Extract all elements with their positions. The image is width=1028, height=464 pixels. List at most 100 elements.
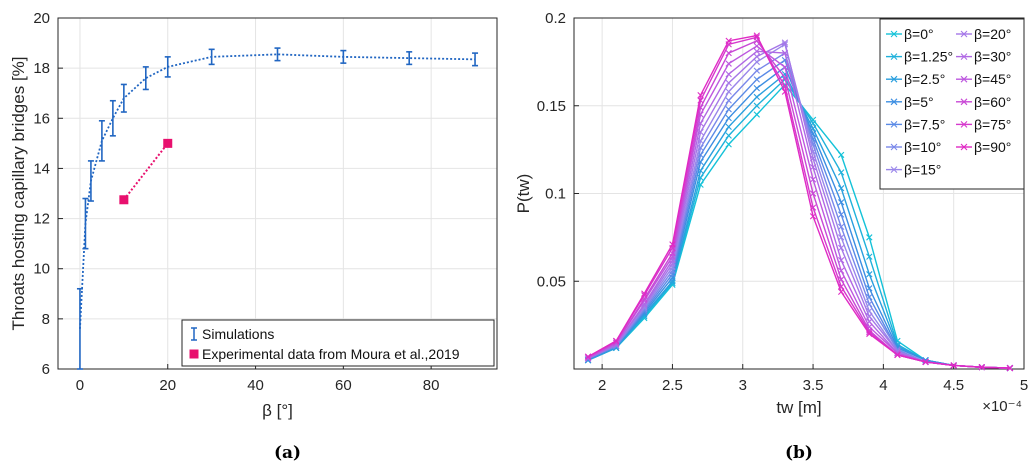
panel-a-simulations-errorbar <box>274 47 281 62</box>
panel-a-simulations-line <box>79 53 476 329</box>
panel-b-legend-label: β=15° <box>904 162 941 178</box>
panel-a-ytick-label: 12 <box>33 211 50 228</box>
panel-b-yaxis-label: P(tw) <box>514 174 533 214</box>
panel-b-data-point <box>725 106 732 113</box>
panel-a-xtick-label: 40 <box>247 377 264 394</box>
panel-a-xtick-label: 0 <box>76 377 84 394</box>
panel-b-xtick-label: 2.5 <box>662 377 683 394</box>
panel-b-data-point <box>584 355 592 362</box>
panel-a-simulations-errorbar <box>164 56 171 78</box>
panel-b-data-point <box>612 337 620 345</box>
panel-b-data-point <box>753 102 761 109</box>
panel-b-data-point <box>584 353 592 360</box>
caption-b: (b) <box>785 443 813 463</box>
panel-b-ytick-label: 0.15 <box>537 98 566 115</box>
panel-b-data-point <box>725 79 732 87</box>
panel-a-legend-exp-label: Experimental data from Moura et al.,2019 <box>202 346 460 362</box>
panel-a-experimental-point <box>163 138 173 148</box>
panel-a-ytick-label: 10 <box>33 261 50 278</box>
panel-b-data-point <box>866 271 873 278</box>
panel-b-data-point <box>725 88 732 95</box>
panel-a-ytick-label: 6 <box>42 361 50 378</box>
panel-a-legend-box <box>181 319 495 367</box>
panel-b-data-point <box>950 362 957 369</box>
panel-b-legend-marker <box>890 53 898 60</box>
panel-a-ytick-label: 14 <box>33 160 50 177</box>
panel-a-simulations-errorbar <box>82 197 89 250</box>
panel-b-data-point <box>725 70 732 78</box>
panel-b-data-point <box>753 76 761 83</box>
panel-b-legend-marker <box>960 143 968 151</box>
panel-b-data-point <box>725 37 732 45</box>
panel-b-legend-marker <box>960 30 968 38</box>
panel-a-simulations-errorbar <box>120 83 127 113</box>
panel-a-axes-box <box>57 17 498 370</box>
panel-b-ytick-label: 0.05 <box>537 273 566 290</box>
panel-b-xtick-label: 5 <box>1020 377 1028 394</box>
panel-a-ytick-label: 18 <box>33 60 50 77</box>
panel-b-data-point <box>753 32 761 39</box>
panel-b-data-point <box>753 53 761 60</box>
panel-b-data-point <box>781 49 789 57</box>
panel-a-xaxis-label: β [°] <box>262 401 293 420</box>
panel-a-simulations-errorbar <box>98 119 105 162</box>
panel-b-data-point <box>837 223 845 231</box>
panel-a-xtick-label: 80 <box>423 377 440 394</box>
panel-b-data-point <box>866 234 873 241</box>
panel-b-data-point <box>641 290 648 297</box>
panel-b-data-point <box>697 92 704 99</box>
panel-b-legend-box <box>879 18 1025 190</box>
panel-b-legend-label: β=90° <box>974 139 1011 155</box>
caption-a: (a) <box>274 443 301 463</box>
panel-b-data-point <box>837 185 845 192</box>
panel-a-ytick-label: 8 <box>42 311 50 328</box>
panel-b-data-point <box>837 211 845 218</box>
panel-b-ytick-label: 0.2 <box>545 10 566 27</box>
panel-b-data-point <box>866 330 873 338</box>
panel-a-legend-exp-symbol <box>189 349 199 359</box>
panel-b-data-point <box>837 234 845 241</box>
panel-b-legend-label: β=5° <box>904 94 934 110</box>
panel-b-data-point <box>781 39 789 46</box>
panel-b-legend-label: β=20° <box>974 26 1011 42</box>
panel-a-simulations-errorbar <box>340 49 347 64</box>
panel-b-data-point <box>725 60 732 67</box>
panel-b-legend-marker <box>890 166 898 173</box>
panel-b-xtick-label: 4.5 <box>943 377 964 394</box>
panel-b-data-point <box>837 288 845 295</box>
panel-b-legend-marker <box>960 98 968 106</box>
panel-a-legend-sim-label: Simulations <box>202 326 274 342</box>
panel-b-data-point <box>753 67 761 74</box>
panel-a-simulations-errorbar <box>76 287 83 370</box>
panel-b-legend-label: β=10° <box>904 139 941 155</box>
panel-b-data-point <box>837 199 845 206</box>
panel-b-legend-marker <box>960 121 968 128</box>
panel-b-data-point <box>837 257 845 264</box>
panel-a-grid <box>58 17 497 370</box>
panel-b-legend-marker <box>890 75 898 83</box>
panel-b-data-point <box>753 58 761 66</box>
panel-b-xtick-label: 3 <box>739 377 747 394</box>
panel-a-simulations-errorbar <box>142 66 149 91</box>
panel-b-series <box>584 32 1014 372</box>
panel-b-data-point <box>781 88 789 95</box>
panel-a-simulations-errorbar <box>87 160 94 202</box>
panel-b-legend-label: β=75° <box>974 116 1011 132</box>
panel-b-data-point <box>837 169 845 176</box>
panel-b-legend-label: β=7.5° <box>904 116 945 132</box>
panel-b-data-point <box>753 85 761 92</box>
panel-b-data-point <box>781 63 789 71</box>
panel-b-legend-label: β=2.5° <box>904 71 945 87</box>
panel-b-data-point <box>725 49 732 57</box>
panel-b-data-point <box>978 364 986 371</box>
panel-b-legend-label: β=1.25° <box>904 49 953 65</box>
panel-a-simulations-errorbar <box>109 99 116 137</box>
panel-a-xtick-label: 60 <box>335 377 352 394</box>
panel-b-legend-label: β=30° <box>974 49 1011 65</box>
panel-b-xtick-label: 3.5 <box>803 377 824 394</box>
panel-b-data-point <box>809 213 817 220</box>
panel-b-data-point <box>781 74 789 81</box>
panel-b-data-point <box>725 114 732 122</box>
panel-a-experimental-line <box>123 142 169 201</box>
panel-b-data-point <box>753 48 761 55</box>
